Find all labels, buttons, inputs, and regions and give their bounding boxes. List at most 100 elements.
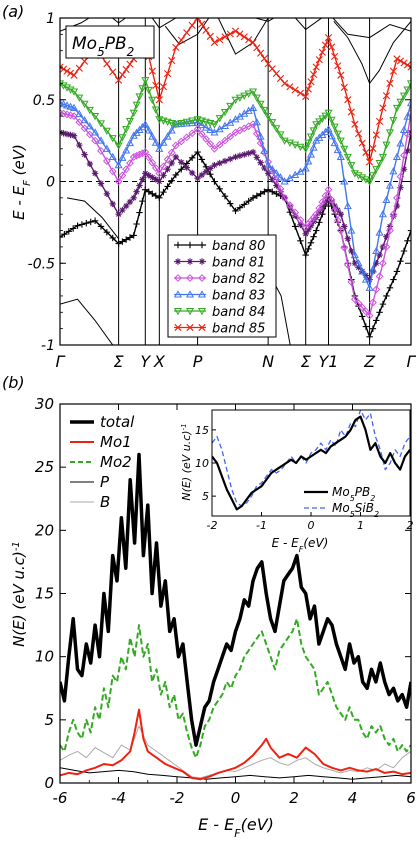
band-marker <box>145 188 153 195</box>
band-marker <box>91 170 99 177</box>
legend-label: P <box>100 473 110 491</box>
band-marker <box>198 20 206 28</box>
band-marker <box>96 136 106 144</box>
band-line <box>333 20 411 85</box>
band-marker <box>148 132 157 140</box>
band-marker <box>378 153 387 162</box>
band-marker <box>252 118 261 126</box>
y-tick-label: -1 <box>41 338 55 354</box>
band-marker <box>309 143 318 151</box>
band-marker <box>80 124 89 133</box>
band-marker <box>114 177 123 186</box>
dos-series-line <box>60 617 411 759</box>
band-marker <box>365 311 374 320</box>
band-marker <box>108 167 117 176</box>
legend-marker <box>198 274 206 282</box>
band-line <box>60 18 411 39</box>
band-marker <box>80 100 89 109</box>
legend-label: total <box>100 413 135 431</box>
dos-series-line <box>60 725 411 779</box>
y-tick-label: 20 <box>35 521 54 539</box>
inset-series-line <box>212 415 410 511</box>
band-marker <box>141 120 150 128</box>
dos-series-line <box>60 708 411 781</box>
band-marker <box>202 168 210 175</box>
legend-marker <box>186 274 194 282</box>
band-marker <box>249 194 257 202</box>
band-marker <box>206 32 214 40</box>
band-marker <box>178 159 185 166</box>
band-marker <box>75 109 84 118</box>
band-marker <box>66 86 75 94</box>
band-marker <box>256 100 265 109</box>
band-marker <box>365 283 374 291</box>
band-marker <box>324 34 333 42</box>
band-marker <box>122 146 131 154</box>
band-marker <box>194 148 201 156</box>
band-marker <box>231 96 240 104</box>
band-marker <box>330 123 339 131</box>
band-marker <box>327 43 336 51</box>
band-marker <box>369 325 377 332</box>
band-marker <box>108 152 117 161</box>
band-marker <box>396 98 405 107</box>
band-marker <box>118 153 127 161</box>
band-marker <box>227 155 234 163</box>
band-marker <box>188 169 196 177</box>
band-marker <box>202 135 210 143</box>
k-point-label: N <box>262 352 274 371</box>
k-point-label: P <box>193 352 203 371</box>
x-tick-label: -6 <box>53 789 68 807</box>
inset-background <box>212 410 410 516</box>
band-marker <box>69 103 79 111</box>
band-marker <box>264 170 272 177</box>
band-marker <box>375 117 384 126</box>
legend-marker <box>186 241 194 249</box>
band-marker <box>309 127 318 135</box>
band-marker <box>296 143 305 151</box>
band-marker <box>404 237 411 244</box>
band-marker <box>126 60 134 68</box>
band-marker <box>403 86 411 94</box>
band-marker <box>302 230 309 238</box>
band-marker <box>172 171 180 179</box>
band-marker <box>151 106 160 114</box>
band-marker <box>63 130 71 138</box>
band-marker <box>66 102 75 110</box>
band-marker <box>96 120 106 128</box>
x-tick-label: 0 <box>308 519 315 532</box>
band-marker <box>347 162 356 170</box>
band-marker <box>160 188 167 196</box>
band-marker <box>286 83 294 91</box>
x-tick-label: 2 <box>407 519 414 532</box>
band-marker <box>152 176 160 183</box>
band-marker <box>122 202 130 210</box>
band-marker <box>297 237 304 244</box>
band-marker <box>269 176 276 183</box>
y-tick-label: 15 <box>195 424 209 437</box>
band-marker <box>202 26 210 34</box>
band-marker <box>133 220 140 228</box>
band-marker <box>118 171 127 180</box>
band-structure-panel: -1-0.500.51Γ Σ Y X P N Σ Y1 Z ΓE - EF (eV)(a)Mo5P… <box>2 2 416 371</box>
x-tick-label: 2 <box>289 789 299 807</box>
band-marker <box>81 151 88 158</box>
band-marker <box>226 132 235 141</box>
x-axis-label: E - EF(eV) <box>198 815 274 840</box>
band-marker <box>156 178 163 185</box>
band-marker <box>260 146 269 154</box>
band-marker <box>318 48 326 56</box>
dos-series-line <box>60 452 411 747</box>
band-marker <box>144 86 153 95</box>
band-marker <box>240 33 248 41</box>
band-marker <box>340 83 348 92</box>
band-marker <box>78 221 86 228</box>
band-marker <box>70 132 78 139</box>
legend-marker <box>173 307 183 316</box>
x-tick-label: -4 <box>111 789 126 807</box>
band-marker <box>207 170 214 178</box>
k-point-label: Σ <box>114 352 125 371</box>
band-marker <box>220 108 230 117</box>
band-marker <box>296 216 305 224</box>
band-marker <box>379 259 387 268</box>
